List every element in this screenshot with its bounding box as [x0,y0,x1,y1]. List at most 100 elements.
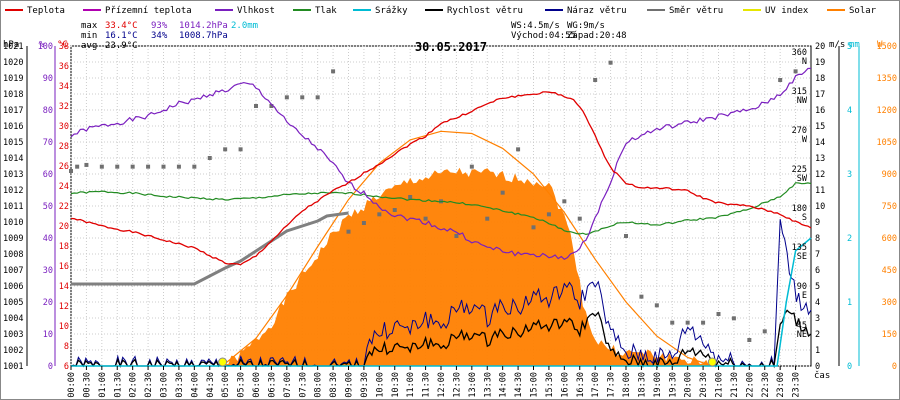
wind-direction-point [269,104,274,108]
tick-pct: 40 [43,234,53,244]
x-tick-label: 02:00 [129,372,139,398]
tick-pct: 10 [43,330,53,340]
tick-compass: N [802,57,807,67]
wind-direction-point [284,95,289,100]
tick-direction: 90 [797,282,807,292]
tick-pct: 0 [48,362,53,372]
wind-direction-point [346,229,351,234]
tick-compass: W [802,135,808,145]
tick-hpa: 1004 [3,314,23,324]
x-tick-label: 16:00 [560,372,570,398]
x-tick-label: 23:30 [792,372,802,398]
tick-ms: 17 [815,90,825,100]
x-tick-label: 22:00 [745,372,755,398]
x-tick-label: 12:30 [452,372,462,398]
legend-label: Přízemní teplota [105,6,192,16]
tick-hpa: 1003 [3,330,23,340]
x-tick-label: 01:00 [98,372,108,398]
tick-pct: 90 [43,74,53,84]
tick-pct: 20 [43,298,53,308]
x-tick-label: 20:00 [684,372,694,398]
tick-hpa: 1002 [3,346,23,356]
wind-direction-point [146,164,151,169]
tick-mm: 5 [847,42,852,52]
legend-label: Směr větru [669,6,723,16]
x-tick-label: 06:00 [252,372,262,398]
stats-min-press: 1008.7hPa [179,31,228,41]
stats-max-label: max [81,21,98,31]
x-tick-label: 00:00 [67,372,77,398]
x-tick-label: 17:30 [607,372,617,398]
ground-temp-line [71,211,349,286]
tick-w: 900 [882,170,897,180]
wind-direction-point [300,95,305,100]
legend-label: Rychlost větru [447,6,523,16]
wind-direction-point [192,164,197,169]
tick-direction: 135 [792,243,807,253]
tick-w: 1500 [877,42,897,52]
x-tick-label: 15:00 [530,372,540,398]
wind-gust-line [70,219,812,368]
tick-degc: 28 [59,142,69,152]
solar-area [222,167,713,366]
x-tick-label: 08:30 [329,372,339,398]
wind-direction-point [731,316,736,321]
tick-hpa: 1018 [3,90,23,100]
tick-mm: 2 [847,234,852,244]
x-tick-label: 19:00 [653,372,663,398]
tick-hpa: 1012 [3,186,23,196]
tick-hpa: 1010 [3,218,23,228]
tick-w: 1200 [877,106,897,116]
tick-ms: 9 [815,218,820,228]
tick-direction: 45 [797,321,807,331]
tick-mm: 1 [847,298,852,308]
tick-compass: S [802,213,807,223]
tick-degc: 18 [59,242,69,252]
tick-hpa: 1014 [3,154,23,164]
tick-degc: 22 [59,202,69,212]
tick-mm: 0 [847,362,852,372]
wind-direction-point [69,169,73,173]
tick-pct: 70 [43,138,53,148]
axis-unit-pct: % [39,40,45,50]
humidity-line [70,67,812,261]
tick-w: 450 [882,266,897,276]
x-tick-label: 05:00 [221,372,231,398]
tick-direction: 360 [792,48,807,58]
tick-degc: 20 [59,222,69,232]
wind-direction-point [639,294,644,299]
tick-hpa: 1019 [3,74,23,84]
tick-compass: NE [797,330,807,340]
stats-max-hum: 93% [151,21,168,31]
tick-ms: 15 [815,122,825,132]
tick-hpa: 1006 [3,282,23,292]
tick-degc: 30 [59,122,69,132]
tick-pct: 60 [43,170,53,180]
wind-direction-point [546,212,551,217]
tick-ms: 14 [815,138,825,148]
stats-min-hum: 34% [151,31,168,41]
stats-ws: WS:4.5m/s [511,21,560,31]
wind-direction-point [223,147,228,152]
x-tick-label: 06:30 [267,372,277,398]
wind-direction-point [516,147,521,152]
x-tick-label: 15:30 [545,372,555,398]
wind-direction-point [500,190,505,195]
tick-w: 0 [892,362,897,372]
tick-mm: 4 [847,106,852,116]
axis-unit-w: W [877,40,883,50]
x-tick-label: 10:30 [391,372,401,398]
x-tick-label: 18:00 [622,372,632,398]
tick-degc: 16 [59,262,69,272]
x-tick-label: 10:00 [375,372,385,398]
x-tick-label: 11:00 [406,372,416,398]
stats-max-press: 1014.2hPa [179,21,228,31]
wind-direction-point [624,234,628,238]
wind-direction-point [207,156,212,160]
x-tick-label: 05:30 [237,372,247,398]
tick-direction: 315 [792,87,807,97]
x-tick-label: 03:00 [160,372,170,398]
x-tick-label: 01:30 [113,372,123,398]
stats-min-label: min [81,31,97,41]
